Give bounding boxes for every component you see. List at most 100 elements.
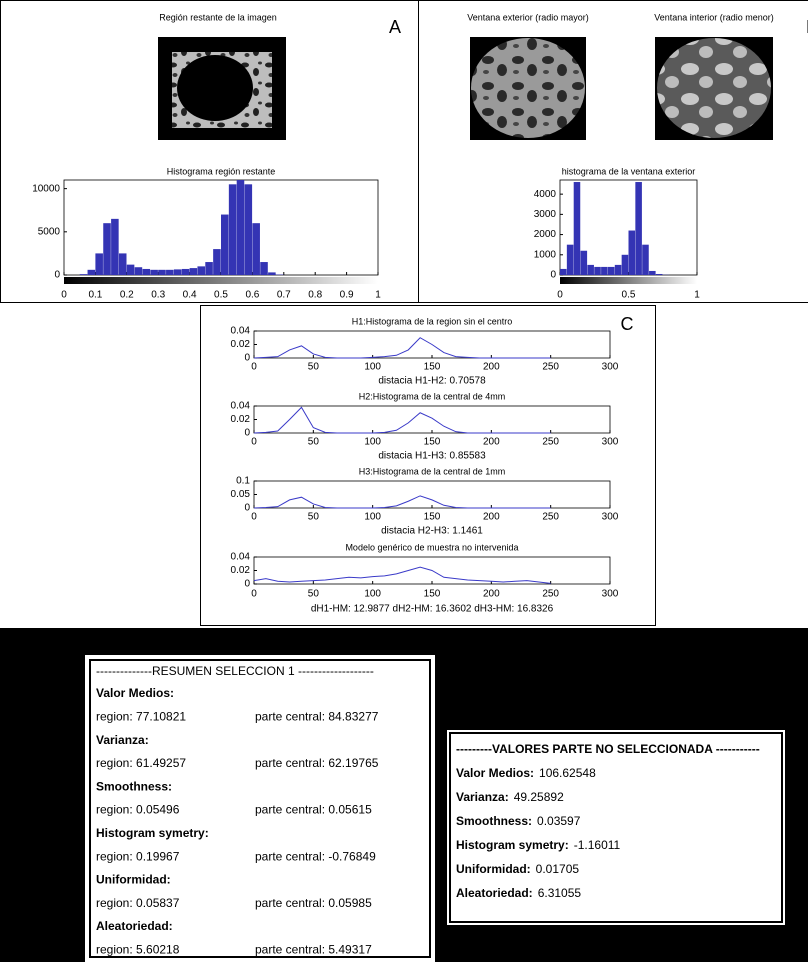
row-value: 0.01705 [536,862,580,876]
x-tick-label: 0.7 [277,290,291,301]
central-value: parte central: 62.19765 [255,756,379,770]
x-tick-label: 0.5 [214,290,228,301]
y-tick-label: 0 [550,270,556,281]
y-tick-label: 4000 [534,189,557,200]
x-tick-label: 0 [557,290,563,301]
x-tick-label: 200 [483,589,500,600]
summary-box: ---------VALORES PARTE NO SELECCIONADA -… [447,730,785,925]
row-value: 6.31055 [538,886,582,900]
histogram-bar [252,223,260,275]
row: Smoothness:0.03597 [456,814,581,828]
y-tick-label: 0 [244,353,250,364]
x-tick-label: 50 [308,589,320,600]
histogram-bar [95,253,103,275]
histogram-bar [111,219,119,275]
y-tick-label: 0.1 [236,476,250,487]
x-tick-label: 150 [424,362,441,373]
histogram-bar [221,215,229,275]
region-value: region: 0.05496 [96,803,180,817]
plot-caption: distacia H1-H3: 0.85583 [378,451,486,462]
y-tick-label: 3000 [534,209,557,220]
x-tick-label: 0.8 [308,290,322,301]
image-title: Región restante de la imagen [159,12,277,22]
central-value: parte central: 84.83277 [255,709,379,723]
plot-title: H3:Histograma de la central de 1mm [359,466,506,476]
row-value: 49.25892 [514,790,564,804]
x-tick-label: 100 [364,362,381,373]
histogram-bar [182,269,190,275]
histogram-bar [197,266,205,275]
histogram-bar [237,180,245,275]
x-tick-label: 100 [364,512,381,523]
y-tick-label: 1000 [534,249,557,260]
histogram-bar [560,269,567,275]
plot-title: H1:Histograma de la region sin el centro [352,316,513,326]
region-value: region: 77.10821 [96,709,186,723]
plot-title: Modelo genérico de muestra no intervenid… [345,542,518,552]
x-tick-label: 0.3 [151,290,165,301]
histogram-bar [622,255,629,275]
panel-letter: C [621,314,634,334]
colorbar [64,277,378,284]
plot-caption: distacia H1-H2: 0.70578 [378,376,486,387]
plot-caption: distacia H2-H3: 1.1461 [381,526,483,537]
section-heading: Smoothness: [96,779,172,793]
histogram-bar [150,270,158,275]
row-value: 106.62548 [539,766,596,780]
row-label: Uniformidad: [456,862,531,876]
x-tick-label: 0 [251,512,257,523]
y-tick-label: 10000 [32,183,60,194]
plot-frame [254,481,610,508]
x-tick-label: 250 [542,437,559,448]
image-texture [657,38,771,138]
row-label: Histogram symetry: [456,838,569,852]
x-tick-label: 0.9 [340,290,354,301]
histogram-bar [103,223,111,275]
y-tick-label: 0.04 [231,401,251,412]
row: Aleatoriedad:6.31055 [456,886,581,900]
histogram-bar [213,249,221,275]
histogram-bar [127,265,135,275]
histogram-bar [656,274,663,275]
x-tick-label: 150 [424,589,441,600]
histogram-bar [649,271,656,275]
histogram-bar [88,270,96,275]
image-title: Ventana exterior (radio mayor) [467,12,589,22]
row-value: 0.03597 [537,814,581,828]
y-tick-label: 0.04 [231,326,251,337]
plot-title: Histograma región restante [167,166,276,176]
histogram-bar [615,265,622,275]
plot-caption: dH1-HM: 12.9877 dH2-HM: 16.3602 dH3-HM: … [311,604,554,615]
x-tick-label: 1 [694,290,700,301]
x-tick-label: 0 [251,589,257,600]
row: Histogram symetry: -1.16011 [456,838,621,852]
image-hole [177,55,253,121]
histogram-bar [143,269,151,275]
section-heading: Valor Medios: [96,686,174,700]
y-tick-label: 0 [54,270,60,281]
histogram-bar [119,253,127,275]
y-tick-label: 0 [244,579,250,590]
x-tick-label: 50 [308,512,320,523]
section-heading: Histogram symetry: [96,826,209,840]
y-tick-label: 0.04 [231,552,251,563]
region-value: region: 0.19967 [96,849,180,863]
histogram-bar [601,267,608,275]
summary-box: --------------RESUMEN SELECCION 1 ------… [85,655,435,962]
x-tick-label: 0.4 [183,290,197,301]
histogram-bar [174,269,182,275]
plot-title: H2:Histograma de la central de 4mm [359,391,506,401]
central-value: parte central: -0.76849 [255,849,376,863]
section-heading: Varianza: [96,733,149,747]
histogram-bar [642,245,649,275]
histogram-bar [635,182,642,275]
image-texture [471,38,585,138]
x-tick-label: 50 [308,437,320,448]
histogram-bar [581,251,588,275]
row-value: -1.16011 [574,838,621,852]
x-tick-label: 300 [602,512,619,523]
x-tick-label: 1 [375,290,381,301]
section-heading: Uniformidad: [96,873,171,887]
